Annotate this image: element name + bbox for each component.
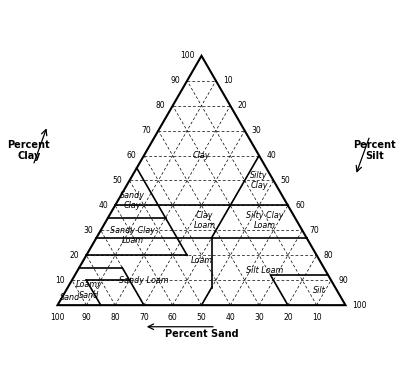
- Text: 70: 70: [141, 126, 151, 135]
- Text: 40: 40: [98, 201, 108, 210]
- Text: 90: 90: [170, 76, 180, 85]
- Text: 40: 40: [266, 151, 276, 160]
- Text: Sandy
Clay: Sandy Clay: [120, 191, 145, 210]
- Text: 20: 20: [69, 251, 79, 260]
- Text: 20: 20: [237, 101, 247, 110]
- Text: Loam: Loam: [191, 256, 212, 265]
- Text: Percent
Clay: Percent Clay: [7, 140, 50, 161]
- Text: Percent Sand: Percent Sand: [165, 329, 238, 339]
- Text: 10: 10: [312, 313, 322, 322]
- Text: Clay
Loam: Clay Loam: [193, 211, 215, 230]
- Text: 10: 10: [55, 276, 65, 285]
- Text: 40: 40: [225, 313, 235, 322]
- Text: 30: 30: [254, 313, 264, 322]
- Text: 80: 80: [110, 313, 120, 322]
- Text: 70: 70: [139, 313, 149, 322]
- Text: 90: 90: [338, 276, 348, 285]
- Text: Silt: Silt: [313, 286, 326, 295]
- Text: 50: 50: [112, 176, 123, 185]
- Text: Silty Clay
Loam: Silty Clay Loam: [246, 211, 284, 230]
- Text: 50: 50: [280, 176, 291, 185]
- Text: 50: 50: [197, 313, 206, 322]
- Text: 100: 100: [50, 313, 65, 322]
- Text: Loamy
Sand: Loamy Sand: [76, 280, 103, 300]
- Text: 100: 100: [353, 301, 367, 310]
- Text: 100: 100: [180, 51, 194, 60]
- Text: Clay: Clay: [193, 151, 210, 160]
- Text: Sandy Clay
Loam: Sandy Clay Loam: [110, 226, 155, 245]
- Text: 10: 10: [223, 76, 233, 85]
- Text: 20: 20: [283, 313, 293, 322]
- Text: Silt Loam: Silt Loam: [246, 266, 283, 275]
- Text: 80: 80: [156, 101, 166, 110]
- Text: 30: 30: [252, 126, 262, 135]
- Text: Silty
Clay: Silty Clay: [250, 171, 268, 190]
- Text: 60: 60: [168, 313, 178, 322]
- Text: 60: 60: [127, 151, 137, 160]
- Text: 70: 70: [310, 226, 319, 235]
- Text: 90: 90: [81, 313, 91, 322]
- Text: 80: 80: [324, 251, 334, 260]
- Text: 60: 60: [295, 201, 305, 210]
- Text: 30: 30: [84, 226, 93, 235]
- Text: Percent
Silt: Percent Silt: [353, 140, 396, 161]
- Text: Sandy Loam: Sandy Loam: [119, 276, 169, 285]
- Text: Sand: Sand: [60, 293, 81, 302]
